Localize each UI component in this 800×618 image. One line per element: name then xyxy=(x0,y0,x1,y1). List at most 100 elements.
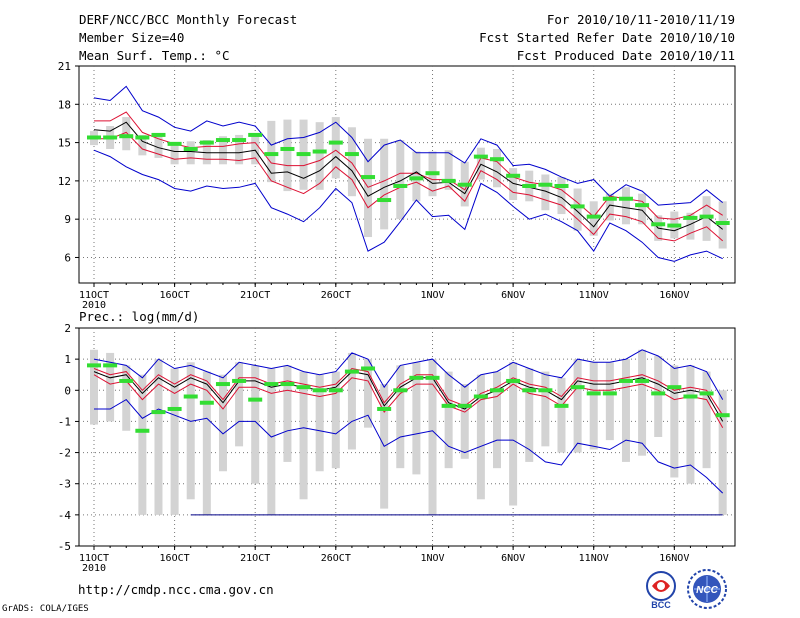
series-ensemble-min xyxy=(93,149,723,262)
x-tick-label: 16NOV xyxy=(659,553,689,564)
series-spread-lower xyxy=(93,374,724,428)
series-spread-upper xyxy=(94,111,723,220)
observed-marker xyxy=(361,175,376,180)
series-ensemble-mean xyxy=(93,371,724,422)
observed-marker xyxy=(699,391,714,396)
range-box xyxy=(509,362,518,506)
observed-marker xyxy=(264,152,279,157)
observed-marker xyxy=(103,363,118,368)
y-tick-label: -3 xyxy=(58,478,71,491)
observed-marker xyxy=(586,214,601,219)
range-box xyxy=(573,188,582,231)
observed-marker xyxy=(506,378,521,383)
range-box xyxy=(476,147,485,180)
observed-marker xyxy=(554,403,569,408)
x-tick-label: 21OCT xyxy=(240,553,270,564)
observed-marker xyxy=(264,382,279,387)
observed-marker xyxy=(425,171,440,176)
range-box xyxy=(283,119,292,192)
observed-marker xyxy=(361,366,376,371)
x-tick-label: 21OCT xyxy=(240,290,270,301)
y-tick-label: 6 xyxy=(64,251,71,264)
range-box xyxy=(331,117,340,179)
observed-marker xyxy=(715,413,730,418)
range-box xyxy=(202,371,211,515)
observed-marker xyxy=(215,382,230,387)
x-tick-label: 16OCT xyxy=(160,553,190,564)
range-box xyxy=(702,371,711,469)
observed-marker xyxy=(215,138,230,143)
observed-marker xyxy=(232,378,247,383)
observed-marker xyxy=(618,196,633,201)
observed-marker xyxy=(522,388,537,393)
range-box xyxy=(509,168,518,201)
observed-marker xyxy=(232,138,247,143)
range-box xyxy=(605,362,614,441)
x-tick-label: 26OCT xyxy=(321,290,351,301)
observed-marker xyxy=(167,141,182,146)
range-box xyxy=(154,134,163,158)
range-box xyxy=(444,371,453,469)
observed-marker xyxy=(554,183,569,188)
series-ensemble-mean xyxy=(93,121,724,232)
observed-marker xyxy=(683,394,698,399)
observed-marker xyxy=(538,182,553,187)
observed-marker xyxy=(441,178,456,183)
observed-marker xyxy=(538,388,553,393)
observed-marker xyxy=(119,134,134,139)
range-box xyxy=(154,359,163,515)
range-box xyxy=(218,374,227,472)
plot-frame xyxy=(78,327,736,547)
x-tick-label: 6NOV xyxy=(501,553,525,564)
range-box xyxy=(170,142,179,165)
range-box xyxy=(460,384,469,459)
grads-credit: GrADS: COLA/IGES xyxy=(2,604,89,614)
observed-marker xyxy=(280,146,295,151)
range-box xyxy=(138,374,147,515)
ncc-logo-text: NCC xyxy=(696,585,718,596)
range-box xyxy=(493,148,501,188)
observed-marker xyxy=(651,391,666,396)
y-tick-label: -4 xyxy=(58,509,72,522)
range-box xyxy=(557,377,566,453)
series-spread-lower xyxy=(94,131,724,242)
observed-marker xyxy=(280,382,295,387)
observed-marker xyxy=(296,385,311,390)
observed-marker xyxy=(87,135,101,140)
x-tick-label: 1NOV xyxy=(420,553,444,564)
range-box xyxy=(186,362,195,500)
observed-marker xyxy=(312,388,327,393)
y-tick-label: -5 xyxy=(58,540,71,553)
range-box xyxy=(525,368,534,462)
observed-marker xyxy=(683,215,698,220)
observed-marker xyxy=(151,410,166,415)
x-tick-label: 6NOV xyxy=(501,290,525,301)
observed-marker xyxy=(425,375,440,380)
range-box xyxy=(638,349,647,456)
observed-marker xyxy=(393,183,408,188)
y-tick-label: 15 xyxy=(58,137,71,150)
chart-title: DERF/NCC/BCC Monthly Forecast xyxy=(79,12,298,27)
range-box xyxy=(621,359,630,462)
x-tick-label: 11OCT xyxy=(79,553,109,564)
range-box xyxy=(541,371,550,447)
range-box xyxy=(605,193,614,221)
x-tick-label: 1NOV xyxy=(420,290,444,301)
range-box xyxy=(218,136,227,165)
range-box xyxy=(315,122,324,190)
range-box xyxy=(235,362,244,447)
series-ensemble-min xyxy=(94,398,724,494)
observed-marker xyxy=(490,388,504,393)
produced-date: Fcst Produced Date 2010/10/11 xyxy=(516,48,735,63)
range-box xyxy=(493,371,501,469)
observed-marker xyxy=(586,391,601,396)
observed-marker xyxy=(457,403,472,408)
observed-marker xyxy=(393,388,408,393)
footer-url[interactable]: http://cmdp.ncc.cma.gov.cn xyxy=(78,582,274,597)
observed-marker xyxy=(344,369,359,374)
variable-label: Mean Surf. Temp.: °C xyxy=(79,48,230,63)
range-box xyxy=(573,359,582,453)
y-tick-label: -2 xyxy=(58,447,71,460)
range-box xyxy=(267,368,276,515)
range-box xyxy=(299,371,308,500)
